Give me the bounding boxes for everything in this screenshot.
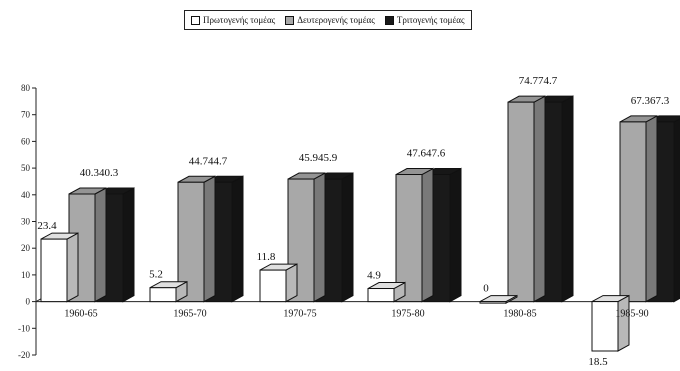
- y-tick-label: -10: [18, 323, 30, 333]
- bar-primary-3: [259, 263, 298, 303]
- legend-swatch-primary: [191, 15, 200, 25]
- bar-secondary-6: [619, 115, 658, 303]
- legend-label-secondary: Δευτερογενής τομέας: [297, 15, 375, 25]
- y-tick-label: 10: [21, 270, 31, 280]
- bar-secondary-2-side: [203, 175, 216, 303]
- primary-value-label: 18.5: [588, 356, 608, 368]
- bar-secondary-5-side: [533, 95, 546, 303]
- bar-tertiary-2-side: [231, 175, 244, 303]
- bar-tertiary-1-side: [122, 187, 135, 303]
- bar-primary-6-side: [617, 294, 630, 352]
- bar-primary-3-front: [259, 269, 287, 303]
- pair-value-label: 40.340.3: [80, 167, 119, 179]
- legend-swatch-secondary: [285, 15, 295, 25]
- bar-tertiary-4-side: [449, 167, 462, 303]
- x-category-label: 1960-65: [64, 309, 97, 320]
- bar-secondary-4-front: [395, 174, 423, 303]
- bar-secondary-2: [177, 175, 216, 303]
- x-category-label: 1980-85: [503, 309, 536, 320]
- y-tick-label: 0: [26, 297, 31, 307]
- bar-secondary-5: [507, 95, 546, 303]
- bar-primary-2-front: [149, 287, 177, 303]
- x-category-label: 1965-70: [173, 309, 206, 320]
- bar-secondary-4: [395, 167, 434, 303]
- primary-value-label: 0: [483, 283, 489, 295]
- y-tick-label: 80: [21, 83, 31, 93]
- pair-value-label: 74.774.7: [519, 75, 558, 87]
- y-tick-label: 20: [21, 243, 31, 253]
- legend-label-tertiary: Τριτογενής τομέας: [396, 15, 465, 25]
- bar-secondary-1-side: [94, 187, 107, 303]
- y-tick-label: 50: [21, 163, 31, 173]
- pair-value-label: 67.367.3: [631, 95, 670, 107]
- bar-tertiary-6-side: [673, 118, 680, 303]
- y-tick-label: 70: [21, 110, 31, 120]
- bar-primary-6: [591, 294, 630, 352]
- chart-legend: Πρωτογενής τομέας Δευτερογενής τομέας Τρ…: [184, 10, 472, 30]
- chart-bars: [40, 95, 680, 352]
- bar-secondary-3-side: [313, 172, 326, 303]
- y-tick-label: 30: [21, 217, 31, 227]
- bar-primary-5-front: [479, 301, 507, 304]
- y-tick-label: 40: [21, 190, 31, 200]
- bar-primary-4-front: [367, 288, 395, 303]
- chart-axes: 80 70 60 50 40 30 20 10 0 -10 -20: [18, 83, 672, 360]
- legend-item-tertiary: Τριτογενής τομέας: [384, 15, 465, 25]
- bar-primary-1-front: [40, 238, 68, 303]
- pair-value-label: 47.647.6: [407, 148, 446, 160]
- bar-primary-4: [367, 281, 406, 303]
- bar-primary-1-side: [66, 232, 79, 303]
- x-category-label: 1970-75: [283, 309, 316, 320]
- bar-primary-5: [479, 294, 518, 304]
- primary-value-label: 23.4: [37, 220, 57, 232]
- x-category-label: 1985-90: [615, 309, 648, 320]
- primary-value-label: 5.2: [149, 269, 163, 281]
- primary-value-label: 11.8: [257, 251, 276, 263]
- bar-primary-6-front: [591, 301, 619, 352]
- pair-value-label: 45.945.9: [299, 152, 338, 164]
- y-tick-label: 60: [21, 136, 31, 146]
- bar-secondary-4-side: [421, 167, 434, 303]
- pair-value-label: 44.744.7: [189, 155, 228, 167]
- legend-swatch-tertiary: [384, 15, 394, 25]
- x-category-label: 1975-80: [391, 309, 424, 320]
- legend-item-primary: Πρωτογενής τομέας: [191, 15, 275, 25]
- chart-labels: 1960-65 23.4 40.340.3 1965-70 5.2 44.744.7 197…: [37, 75, 669, 368]
- bar-secondary-6-side: [645, 115, 658, 303]
- primary-value-label: 4.9: [367, 270, 381, 282]
- bar-secondary-5-front: [507, 101, 535, 303]
- bar-tertiary-3-side: [341, 172, 354, 303]
- bar-primary-1: [40, 232, 79, 303]
- y-tick-label: -20: [18, 350, 30, 360]
- bar-secondary-6-front: [619, 121, 647, 303]
- bar-tertiary-5-side: [561, 95, 574, 303]
- legend-label-primary: Πρωτογενής τομέας: [203, 15, 276, 25]
- bar-primary-2: [149, 280, 188, 303]
- legend-item-secondary: Δευτερογενής τομέας: [285, 15, 375, 25]
